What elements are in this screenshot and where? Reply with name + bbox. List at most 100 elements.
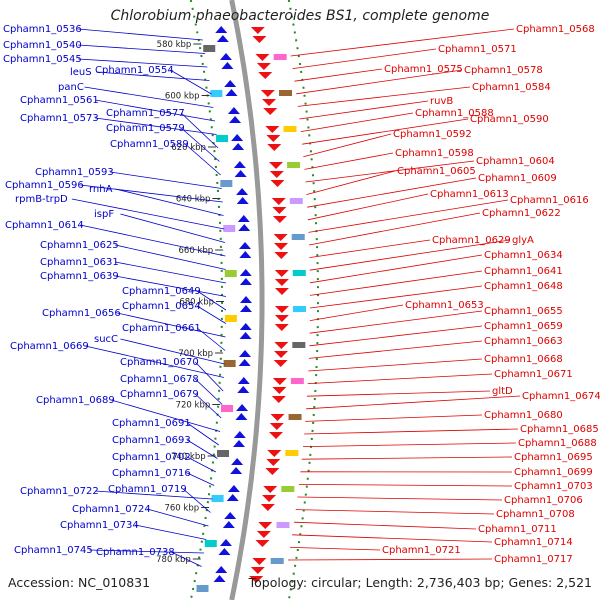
reverse-gene-arrow [255,54,270,61]
gene-block [217,450,230,457]
forward-gene-arrow [236,188,249,195]
reverse-gene-arrow [274,324,289,331]
forward-gene-arrow [239,323,252,330]
reverse-gene-arrow [269,171,284,178]
reverse-gene-arrow [274,315,289,322]
right-label-line [309,310,483,334]
reverse-gene-arrow [274,270,289,277]
right-gene-label: Cphamn1_0578 [464,65,543,76]
forward-gene-arrow [239,269,252,276]
left-gene-label: leuS [70,67,92,78]
forward-gene-arrow [213,575,226,582]
right-label-line [290,28,515,57]
right-gene-label: Cphamn1_0674 [522,391,600,402]
right-gene-label: Cphamn1_0685 [520,424,599,435]
left-label-line [115,244,226,270]
left-gene-label: Cphamn1_0639 [40,271,119,282]
reverse-gene-arrow [272,207,287,214]
gene-block [290,378,304,384]
forward-gene-arrow [221,62,234,69]
tick-label: 660 kbp [179,246,214,256]
forward-gene-arrow [238,224,251,231]
right-gene-label: Cphamn1_0648 [484,281,563,292]
left-gene-label: Cphamn1_0745 [14,545,93,556]
right-gene-label: Cphamn1_0717 [494,554,573,565]
right-label-line [307,193,429,221]
reverse-gene-arrow [273,234,288,241]
gene-block [283,126,297,132]
right-gene-label: Cphamn1_0616 [510,195,589,206]
right-gene-label: Cphamn1_0604 [476,156,555,167]
left-label-line [171,551,202,567]
forward-gene-arrow [225,89,238,96]
left-gene-label: Cphamn1_0536 [3,24,82,35]
forward-gene-arrow [239,278,252,285]
left-gene-label: ispF [94,209,114,220]
left-label-line [186,422,220,446]
left-label-line [84,86,214,108]
right-label-line [295,509,495,515]
left-gene-label: Cphamn1_0593 [35,167,114,178]
gene-block [221,405,234,412]
left-label-lines [71,28,227,567]
reverse-gene-arrow [255,540,270,547]
gene-block [270,558,284,564]
gene-block [220,180,233,187]
forward-gene-arrow [218,548,231,555]
left-label-line [120,338,225,365]
left-label-line [187,456,217,473]
forward-gene-arrow [236,197,249,204]
forward-gene-arrow [239,332,252,339]
right-gene-label: Cphamn1_0668 [484,354,563,365]
left-label-line [115,275,227,297]
reverse-gene-arrow [274,342,289,349]
right-gene-label: Cphamn1_0680 [484,410,563,421]
left-label-line [196,305,227,324]
left-gene-label: Cphamn1_0738 [96,547,175,558]
forward-gene-arrow [231,458,244,465]
reverse-gene-arrow [263,486,278,493]
forward-gene-arrow [215,26,228,33]
right-gene-label: Cphamn1_0711 [478,524,557,535]
right-gene-label: Cphamn1_0629 [432,235,511,246]
reverse-gene-arrow [258,72,273,79]
map-title: Chlorobium phaeobacteroides BS1, complet… [110,8,490,24]
right-gene-label: Cphamn1_0598 [395,148,474,159]
tick-label: 680 kbp [179,298,214,308]
forward-gene-arrow [237,215,250,222]
forward-gene-arrow [239,251,252,258]
left-gene-label: Cphamn1_0734 [60,520,139,531]
right-label-line [307,373,493,384]
right-gene-label: Cphamn1_0609 [478,173,557,184]
forward-gene-arrow [215,566,228,573]
forward-gene-arrow [232,440,245,447]
backbone-arc [229,0,265,600]
gene-block [273,54,287,60]
forward-gene-arrow [232,143,245,150]
forward-gene-arrow [234,170,247,177]
right-label-line [305,160,475,183]
forward-gene-arrow [238,359,251,366]
right-gene-label: Cphamn1_0641 [484,266,563,277]
right-label-line [309,270,483,296]
gene-block [196,585,209,592]
left-gene-label: Cphamn1_0589 [110,139,189,150]
right-label-line [296,69,463,95]
right-gene-label: Cphamn1_0663 [484,336,563,347]
right-label-line [306,390,491,397]
gene-block [292,270,306,276]
gene-block [287,162,301,168]
reverse-gene-arrow [272,387,287,394]
left-label-line [115,261,226,284]
right-label-line [309,304,404,321]
left-gene-label: Cphamn1_0577 [106,108,185,119]
left-gene-label: Cphamn1_0669 [10,341,89,352]
left-gene-label: Cphamn1_0670 [120,357,199,368]
reverse-gene-arrow [270,414,285,421]
reverse-gene-arrow [266,135,281,142]
left-label-line [180,112,219,149]
gene-block [289,198,303,204]
reverse-gene-arrow [267,144,282,151]
right-label-line [303,133,392,158]
right-gene-label: Cphamn1_0588 [415,108,494,119]
